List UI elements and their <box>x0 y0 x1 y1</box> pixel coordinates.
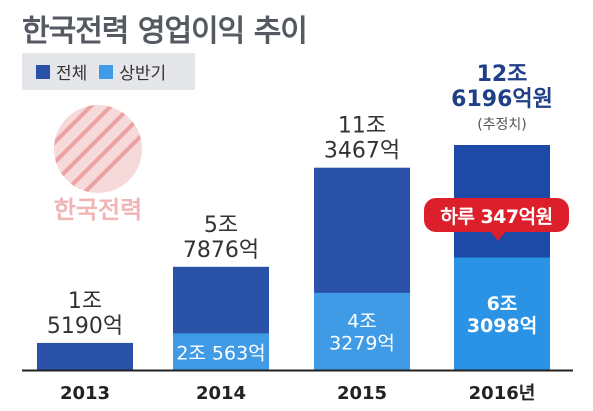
total-label-2016년-0: 12조 <box>477 62 528 87</box>
half-label-2014: 2조 563억 <box>176 343 265 365</box>
total-label-2014-1: 7876억 <box>183 238 259 263</box>
bar-half-2015 <box>314 292 410 370</box>
half-label-2015-0: 4조 <box>347 310 377 332</box>
total-label-2013-0: 1조 <box>68 289 102 314</box>
legend-swatch-total <box>36 64 50 79</box>
x-tick-label-2013: 2013 <box>60 383 110 404</box>
total-label-2015-1: 3467억 <box>324 139 400 164</box>
half-label-2015-1: 3279억 <box>329 332 395 354</box>
x-tick-label-2016년: 2016년 <box>469 383 536 404</box>
total-label-2014-0: 5조 <box>204 213 238 238</box>
callout-pointer <box>490 231 506 241</box>
legend-label-half: 상반기 <box>119 64 167 84</box>
kepco-logo-icon: 한국전력 <box>54 105 142 224</box>
estimate-note: (추정치) <box>477 117 527 133</box>
daily-profit-callout: 하루 347억원 <box>424 198 569 232</box>
x-tick-label-2015: 2015 <box>337 383 387 404</box>
logo-text: 한국전력 <box>54 196 142 224</box>
legend-label-total: 전체 <box>56 64 88 84</box>
total-label-2016년-1: 6196억원 <box>451 87 553 112</box>
legend-swatch-half <box>99 64 114 79</box>
chart-title: 한국전력 영업이익 추이 <box>22 14 308 49</box>
bar-total-2013 <box>37 342 133 370</box>
half-label-2016년-1: 3098억 <box>467 315 537 337</box>
legend-item-total: 전체 <box>36 59 87 84</box>
total-label-2015-0: 11조 <box>338 114 386 139</box>
bar-half-2014 <box>173 333 269 370</box>
legend: 전체 상반기 <box>22 53 195 90</box>
legend-item-half: 상반기 <box>99 59 166 84</box>
bar-half-2016년 <box>454 257 550 370</box>
x-tick-label-2014: 2014 <box>196 383 246 404</box>
total-label-2013-1: 5190억 <box>47 314 123 339</box>
half-label-2016년-0: 6조 <box>487 293 518 315</box>
